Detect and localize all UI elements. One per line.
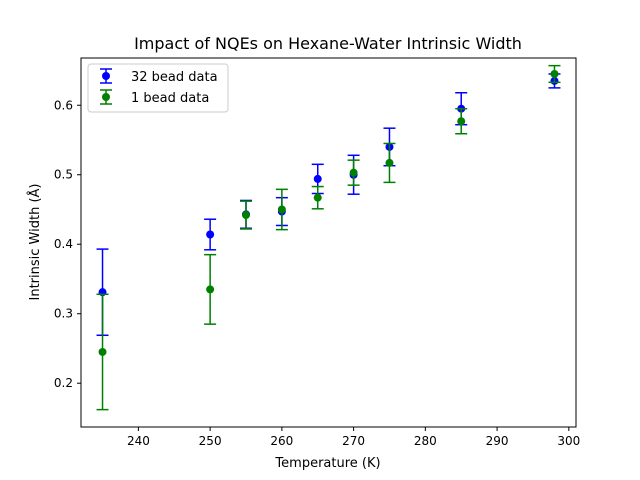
data-point [313,174,322,183]
legend-marker [102,93,110,101]
legend-label: 32 bead data [131,70,218,85]
data-point [242,211,250,220]
data-point [385,158,394,167]
legend-marker [102,72,110,80]
y-tick-label: 0.4 [54,237,73,251]
legend: 32 bead data 1 bead data [87,63,229,113]
data-point [457,117,466,126]
x-tick-label: 280 [414,434,437,448]
legend-label: 1 bead data [131,91,209,106]
plot-frame [80,57,577,428]
x-tick-label: 240 [127,434,150,448]
y-axis: 0.2 0.3 0.4 0.5 0.6 [54,98,81,390]
data-point [349,168,358,177]
data-point [277,205,286,214]
y-tick-label: 0.3 [54,307,73,321]
x-tick-label: 270 [342,434,365,448]
chart-title: Impact of NQEs on Hexane-Water Intrinsic… [134,34,522,53]
data-point [313,193,322,202]
series-1-bead-data [96,64,561,411]
x-tick-label: 300 [557,434,580,448]
y-tick-label: 0.5 [54,168,73,182]
y-tick-label: 0.6 [54,98,73,112]
data-point [98,347,107,356]
x-tick-label: 260 [270,434,293,448]
y-axis-label: Intrinsic Width (Å) [27,184,43,301]
x-tick-label: 250 [199,434,222,448]
x-tick-label: 290 [486,434,509,448]
y-tick-label: 0.2 [54,376,73,390]
data-point [206,230,215,239]
x-axis: 240 250 260 270 280 290 300 [127,427,580,448]
plot-area [96,64,561,411]
x-axis-label: Temperature (K) [274,456,380,471]
data-point [206,285,215,294]
legend-box [87,63,229,113]
data-point [550,69,559,78]
